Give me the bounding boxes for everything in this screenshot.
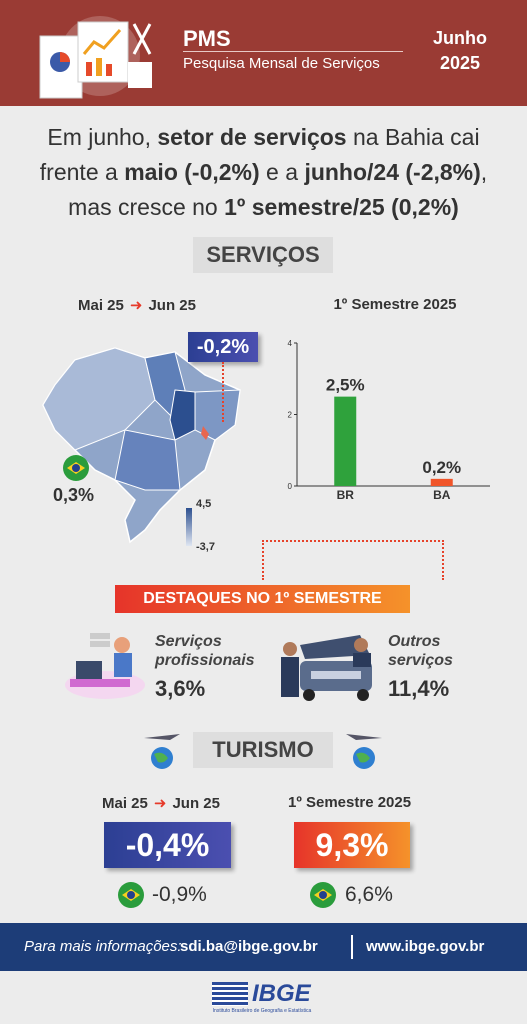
- period-to: Jun 25: [172, 795, 220, 812]
- legend-max: 4,5: [196, 498, 212, 510]
- brazil-flag: [310, 882, 336, 908]
- plane-globe-icon: [144, 734, 180, 769]
- highlight-label: Outros serviços: [388, 633, 453, 669]
- headline-segment: na Bahia cai frente a: [39, 124, 480, 185]
- logo-mark: [212, 982, 248, 1006]
- footer-site[interactable]: www.ibge.gov.br: [366, 938, 485, 955]
- tourism-br-semester: 6,6%: [345, 883, 393, 906]
- separator: [351, 935, 353, 959]
- value-label: 2,5%: [326, 376, 365, 395]
- connector: [262, 540, 444, 580]
- x-tick-label: BR: [337, 488, 355, 502]
- headline-segment: junho/24 (-2,8%): [304, 159, 481, 185]
- headline: Em junho, setor de serviços na Bahia cai…: [20, 120, 507, 225]
- headline-segment: 1º semestre/25 (0,2%): [224, 194, 459, 220]
- tourism-ba-semester: 9,3%: [294, 822, 410, 868]
- value-label: 0,2%: [422, 458, 461, 477]
- headline-segment: Em junho,: [47, 124, 158, 150]
- connector: [222, 362, 224, 422]
- professional-icon: [65, 633, 145, 699]
- section-title: SERVIÇOS: [193, 237, 333, 273]
- other-services-icon: [281, 635, 372, 701]
- footer-email[interactable]: sdi.ba@ibge.gov.br: [180, 938, 318, 955]
- headline-segment: e a: [259, 159, 305, 185]
- highlight-label: Serviços profissionais: [155, 633, 255, 669]
- br-change: 0,3%: [53, 485, 95, 505]
- header-icon: [39, 16, 152, 99]
- tourism-br-monthly: -0,9%: [152, 883, 207, 906]
- footer: Para mais informações: sdi.ba@ibge.gov.b…: [0, 923, 527, 971]
- header: PMS Pesquisa Mensal de Serviços Junho 20…: [0, 0, 527, 106]
- y-tick-label: 2: [288, 411, 293, 420]
- highlights-title: DESTAQUES NO 1º SEMESTRE: [115, 585, 410, 613]
- chart: 0 2 4 2,5% BR 0,2% BA: [288, 339, 490, 502]
- x-tick-label: BA: [433, 488, 451, 502]
- headline-segment: maio (-0,2%): [124, 159, 260, 185]
- plane-globe-icon: [346, 734, 382, 769]
- period-from: Mai 25: [78, 297, 124, 314]
- period-to: Jun 25: [148, 297, 196, 314]
- brazil-flag: [63, 455, 89, 481]
- header-year: 2025: [439, 53, 481, 73]
- arrow: ➜: [129, 297, 143, 314]
- brazil-flag: [118, 882, 144, 908]
- period: Mai 25 ➜ Jun 25: [102, 794, 220, 812]
- footer-label: Para mais informações:: [24, 938, 182, 955]
- header-subtitle: Pesquisa Mensal de Serviços: [183, 55, 380, 72]
- header-month: Junho: [433, 28, 487, 48]
- highlight-value: 11,4%: [388, 676, 450, 701]
- logo-tagline: Instituto Brasileiro de Geografia e Esta…: [212, 1008, 312, 1014]
- header-rule: [183, 51, 403, 52]
- headline-segment: , mas cresce no: [68, 159, 488, 220]
- arrow: ➜: [153, 795, 167, 812]
- period-from: Mai 25: [102, 795, 148, 812]
- header-title: PMS: [183, 26, 231, 51]
- logo-name: IBGE: [252, 980, 311, 1007]
- ba-change: -0,2%: [188, 332, 258, 362]
- headline-segment: setor de serviços: [157, 124, 347, 150]
- highlight-value: 3,6%: [155, 676, 206, 701]
- brazil-map: [42, 347, 241, 544]
- legend-min: -3,7: [196, 541, 215, 553]
- period: Mai 25 ➜ Jun 25: [78, 296, 196, 314]
- ba-change-box: -0,2%: [188, 332, 258, 362]
- period: 1º Semestre 2025: [288, 794, 412, 811]
- y-tick-label: 4: [288, 339, 293, 348]
- bar: [430, 478, 453, 486]
- chart-title: 1º Semestre 2025: [333, 296, 457, 313]
- map-legend: [186, 508, 192, 546]
- y-tick-label: 0: [288, 482, 293, 491]
- tourism-ba-monthly: -0,4%: [104, 822, 231, 868]
- bar: [334, 396, 357, 486]
- section-title: TURISMO: [193, 732, 333, 768]
